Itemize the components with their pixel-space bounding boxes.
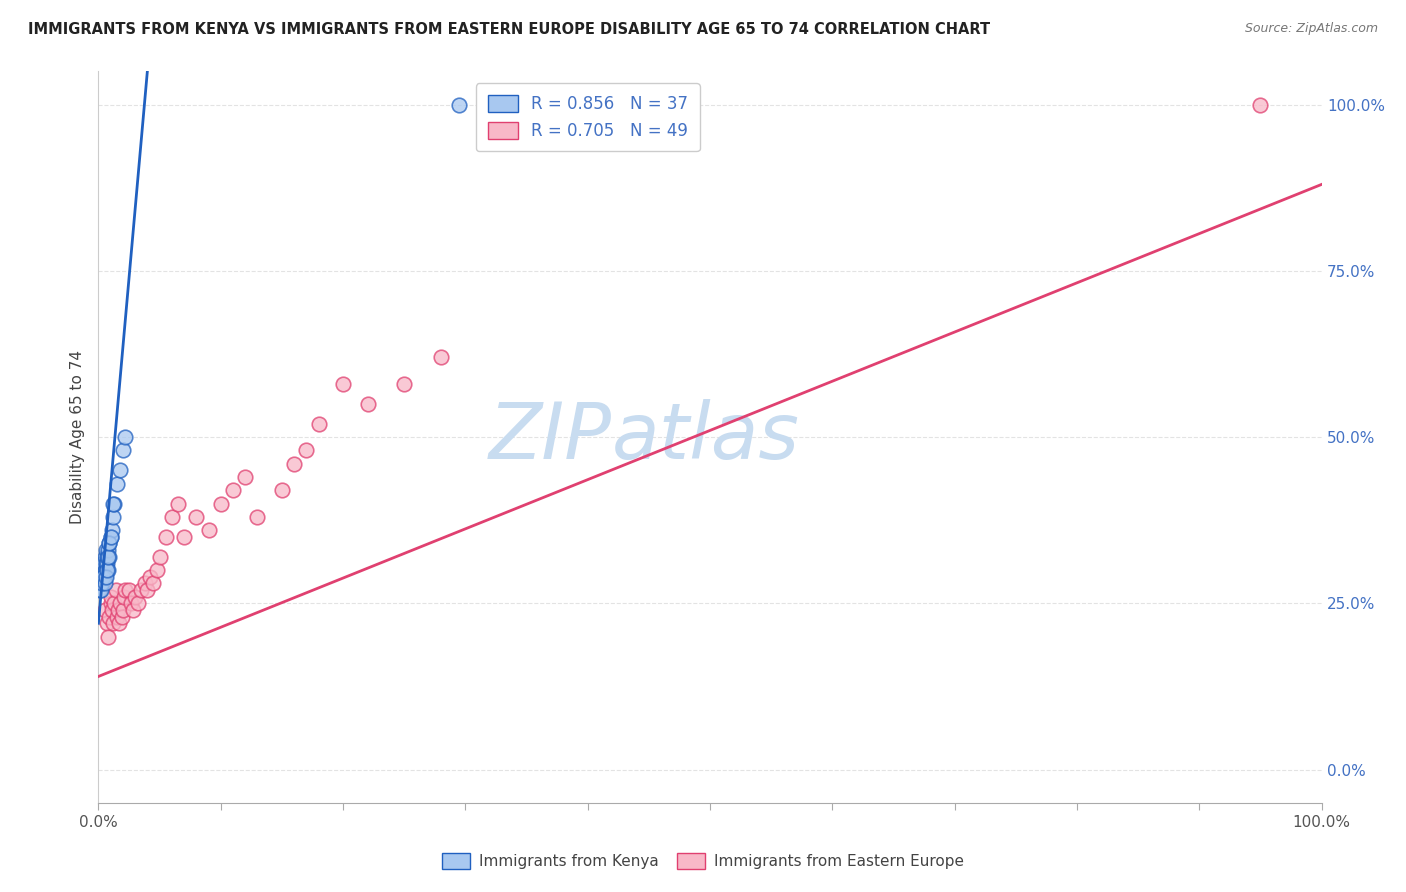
Point — [222, 483, 245, 498]
Point — [97, 563, 120, 577]
Point — [295, 443, 318, 458]
Point — [100, 530, 122, 544]
Point — [114, 582, 136, 597]
Legend: R = 0.856   N = 37, R = 0.705   N = 49: R = 0.856 N = 37, R = 0.705 N = 49 — [475, 83, 700, 152]
Point — [392, 376, 416, 391]
Point — [94, 557, 117, 571]
Point — [1249, 97, 1271, 112]
Point — [186, 509, 208, 524]
Point — [129, 582, 152, 597]
Point — [101, 509, 124, 524]
Point — [94, 563, 117, 577]
Point — [97, 630, 120, 644]
Point — [100, 530, 122, 544]
Point — [108, 616, 131, 631]
Point — [94, 543, 117, 558]
Point — [197, 523, 219, 537]
Point — [90, 576, 112, 591]
Point — [101, 616, 124, 631]
Point — [136, 582, 159, 597]
Point — [139, 570, 162, 584]
Point — [283, 457, 305, 471]
Text: atlas: atlas — [612, 399, 800, 475]
Point — [91, 557, 114, 571]
Point — [308, 417, 330, 431]
Point — [111, 443, 134, 458]
Point — [167, 497, 190, 511]
Point — [93, 576, 115, 591]
Point — [96, 563, 118, 577]
Point — [149, 549, 172, 564]
Point — [105, 609, 128, 624]
Point — [104, 582, 127, 597]
Point — [111, 609, 134, 624]
Point — [91, 570, 114, 584]
Point — [246, 509, 269, 524]
Point — [110, 463, 132, 477]
Point — [105, 476, 128, 491]
Point — [93, 563, 115, 577]
Point — [94, 570, 117, 584]
Point — [93, 603, 115, 617]
Point — [91, 576, 114, 591]
Point — [97, 543, 120, 558]
Text: ZIP: ZIP — [489, 399, 612, 475]
Point — [98, 609, 121, 624]
Point — [100, 596, 122, 610]
Point — [89, 582, 111, 597]
Point — [91, 570, 114, 584]
Point — [98, 536, 121, 550]
Point — [112, 590, 135, 604]
Point — [127, 596, 149, 610]
Point — [120, 596, 142, 610]
Point — [111, 603, 134, 617]
Point — [173, 530, 195, 544]
Point — [103, 596, 125, 610]
Point — [96, 557, 118, 571]
Point — [98, 536, 121, 550]
Point — [93, 570, 115, 584]
Point — [90, 582, 112, 597]
Point — [91, 563, 114, 577]
Point — [103, 497, 125, 511]
Point — [332, 376, 354, 391]
Legend: Immigrants from Kenya, Immigrants from Eastern Europe: Immigrants from Kenya, Immigrants from E… — [436, 847, 970, 875]
Point — [155, 530, 177, 544]
Point — [146, 563, 169, 577]
Point — [97, 549, 120, 564]
Point — [98, 549, 121, 564]
Text: IMMIGRANTS FROM KENYA VS IMMIGRANTS FROM EASTERN EUROPE DISABILITY AGE 65 TO 74 : IMMIGRANTS FROM KENYA VS IMMIGRANTS FROM… — [28, 22, 990, 37]
Point — [270, 483, 294, 498]
Point — [101, 603, 124, 617]
Point — [118, 582, 141, 597]
Point — [107, 603, 129, 617]
Point — [91, 563, 114, 577]
Point — [430, 351, 453, 365]
Point — [134, 576, 156, 591]
Point — [100, 590, 122, 604]
Point — [96, 549, 118, 564]
Point — [160, 509, 183, 524]
Point — [124, 590, 146, 604]
Point — [356, 397, 378, 411]
Point — [209, 497, 232, 511]
Point — [93, 549, 115, 564]
Point — [114, 430, 136, 444]
Y-axis label: Disability Age 65 to 74: Disability Age 65 to 74 — [70, 350, 86, 524]
Point — [449, 97, 471, 112]
Point — [142, 576, 165, 591]
Point — [101, 497, 124, 511]
Point — [121, 603, 143, 617]
Text: Source: ZipAtlas.com: Source: ZipAtlas.com — [1244, 22, 1378, 36]
Point — [101, 523, 124, 537]
Point — [233, 470, 256, 484]
Point — [96, 616, 118, 631]
Point — [110, 596, 132, 610]
